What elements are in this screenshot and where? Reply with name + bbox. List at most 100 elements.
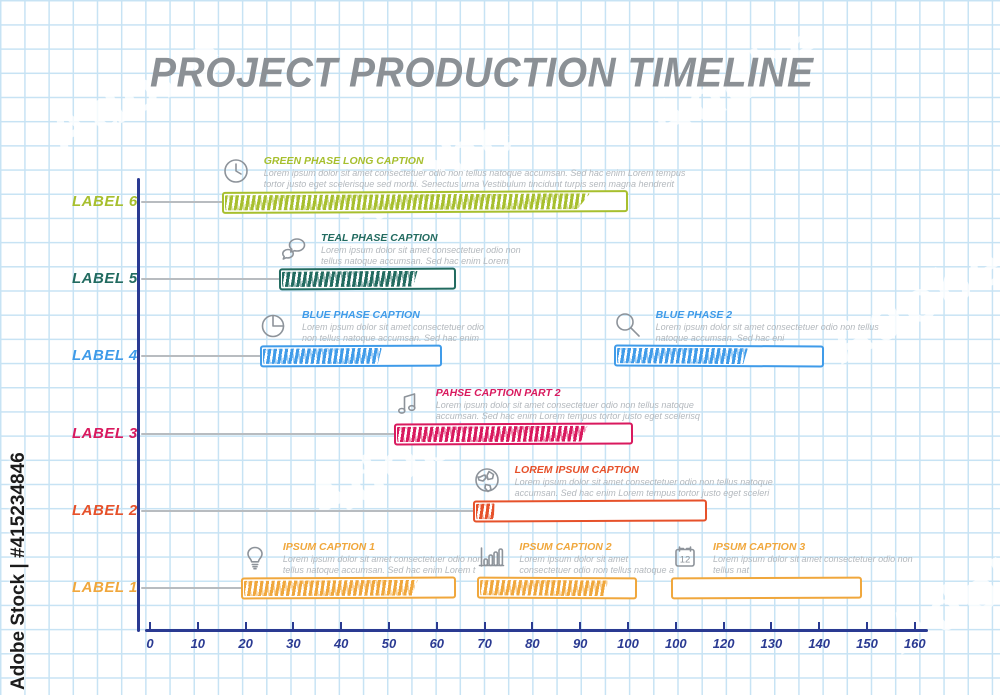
row-label: LABEL 4	[72, 347, 138, 365]
bar-chart-icon	[475, 541, 507, 578]
bar-caption: IPSUM CAPTION 2 Lorem ipsum dolor sit ame…	[475, 541, 674, 578]
caption-text-line: Lorem ipsum dolor sit amet consectetuer …	[435, 399, 694, 410]
axis-tick-label: 60	[429, 636, 445, 651]
axis-tick-label: 100	[617, 636, 639, 651]
axis-tick	[196, 622, 199, 629]
axis-tick	[818, 622, 821, 629]
axis-tick	[866, 622, 868, 629]
axis-tick-label: 0	[146, 636, 154, 651]
axis-tick-label: 120	[712, 636, 735, 651]
bar-caption: PAHSE CAPTION PART 2 Lorem ipsum dolor si…	[392, 387, 700, 424]
gantt-bar	[613, 344, 825, 368]
axis-tick	[483, 622, 486, 629]
caption-text-line: non tellus natoque accumsan. Sed hac eni…	[301, 333, 480, 344]
gantt-bar	[240, 576, 456, 600]
lightbulb-icon	[239, 541, 271, 578]
caption-title: IPSUM CAPTION 2	[519, 541, 612, 553]
row-label: LABEL 2	[72, 501, 138, 519]
row-label: LABEL 3	[72, 424, 138, 442]
clock-icon	[220, 155, 252, 192]
gantt-bar-fill	[225, 193, 590, 211]
chat-icon	[277, 232, 309, 269]
gantt-bar	[670, 576, 863, 600]
axis-tick	[149, 622, 151, 629]
gantt-bar	[259, 344, 442, 368]
leader-line	[141, 355, 262, 358]
caption-text-line: accumsan. Sed hac enim Lorem tempus tort…	[514, 487, 770, 498]
axis-tick	[674, 622, 677, 629]
caption-text: BLUE PHASE 2 Lorem ipsum dolor sit amet c…	[656, 309, 879, 344]
axis-tick	[435, 622, 438, 629]
axis-tick-label: 140	[808, 636, 831, 651]
gantt-bar-fill	[244, 580, 418, 597]
caption-title: BLUE PHASE 2	[655, 309, 733, 322]
caption-text: IPSUM CAPTION 3 Lorem ipsum dolor sit ame…	[713, 541, 913, 576]
axis-tick-label: 150	[856, 636, 878, 651]
gantt-bar-fill	[480, 580, 609, 597]
bar-caption: BLUE PHASE 2 Lorem ipsum dolor sit amet c…	[612, 309, 879, 346]
bar-caption: GREEN PHASE LONG CAPTION Lorem ipsum dolo…	[220, 155, 686, 192]
leader-line	[141, 201, 224, 203]
caption-text-line: Lorem ipsum dolor sit amet consectetuer …	[263, 168, 686, 178]
axis-tick	[292, 622, 295, 629]
gantt-bar	[477, 576, 638, 600]
calendar-icon: 12	[669, 541, 701, 578]
caption-text-line: Lorem ipsum dolor sit amet consectetuer …	[321, 245, 521, 256]
bar-caption: IPSUM CAPTION 1 Lorem ipsum dolor sit ame…	[239, 541, 483, 578]
caption-title: IPSUM CAPTION 1	[282, 541, 375, 553]
pie-chart-icon	[258, 309, 290, 346]
axis-tick-label: 100	[664, 636, 687, 651]
caption-text: TEAL PHASE CAPTION Lorem ipsum dolor sit …	[321, 232, 521, 267]
axis-tick	[913, 622, 916, 629]
caption-text-line: accumsan. Sed hac enim Lorem tempus tort…	[435, 410, 700, 421]
axis-tick	[722, 622, 725, 629]
caption-text-line: tellus natoque accumsan. Sed hac enim Lo…	[282, 565, 476, 575]
axis-tick-label: 80	[525, 636, 540, 651]
caption-text: LOREM IPSUM CAPTION Lorem ipsum dolor sit…	[515, 464, 773, 499]
svg-text:12: 12	[680, 555, 691, 566]
magnifier-icon	[612, 309, 644, 346]
caption-text: PAHSE CAPTION PART 2 Lorem ipsum dolor si…	[436, 387, 700, 422]
axis-tick-label: 130	[760, 636, 783, 651]
gantt-bar-fill	[476, 503, 495, 519]
gantt-bar-fill	[397, 425, 588, 442]
axis-tick-label: 10	[190, 636, 206, 651]
row-label: LABEL 5	[72, 270, 138, 288]
gantt-bar-fill	[282, 271, 418, 288]
caption-text-line: Lorem ipsum dolor sit amet consectetuer …	[514, 476, 773, 487]
bar-caption: TEAL PHASE CAPTION Lorem ipsum dolor sit …	[277, 232, 521, 269]
axis-tick-label: 90	[572, 636, 588, 651]
page-title: PROJECT PRODUCTION TIMELINE	[150, 50, 814, 97]
gantt-bar-fill	[263, 348, 382, 365]
x-axis-line	[145, 629, 928, 632]
gantt-bar	[472, 499, 707, 523]
row-label: LABEL 1	[72, 579, 138, 596]
axis-tick	[770, 622, 773, 629]
stock-watermark: Adobe Stock | #415234846	[8, 452, 29, 690]
leader-line	[141, 432, 396, 435]
gantt-bar	[221, 190, 629, 214]
music-note-icon	[392, 387, 424, 424]
caption-title: IPSUM CAPTION 3	[713, 541, 806, 553]
axis-tick-label: 70	[477, 636, 492, 651]
caption-text: IPSUM CAPTION 1 Lorem ipsum dolor sit ame…	[283, 541, 483, 576]
caption-text-line: Lorem ipsum dolor sit amet consectetuer …	[282, 554, 483, 564]
bar-caption: 12 IPSUM CAPTION 3 Lorem ipsum dolor sit a…	[669, 541, 913, 578]
gantt-bar	[278, 267, 456, 291]
bar-caption: LOREM IPSUM CAPTION Lorem ipsum dolor sit…	[471, 464, 773, 501]
caption-title: GREEN PHASE LONG CAPTION	[263, 155, 424, 167]
gantt-bar	[393, 422, 633, 446]
axis-tick-label: 20	[238, 636, 253, 651]
caption-text-line: natoque accumsan. Sed hac eni	[655, 333, 785, 344]
axis-tick	[388, 622, 390, 629]
axis-tick	[244, 622, 247, 629]
caption-text-line: Lorem ipsum dolor sit amet	[519, 554, 628, 564]
globe-icon	[471, 464, 503, 501]
caption-text-line: tortor justo eget scelerisque sed morbi.…	[263, 179, 675, 189]
caption-text-line: Lorem ipsum dolor sit amet consectetuer …	[301, 322, 485, 333]
caption-text-line: Lorem ipsum dolor sit amet consectetuer …	[713, 554, 913, 564]
axis-tick	[579, 622, 582, 629]
caption-text-line: tellus natoque accumsan. Sed hac enim Lo…	[321, 256, 509, 267]
axis-tick	[627, 622, 629, 629]
